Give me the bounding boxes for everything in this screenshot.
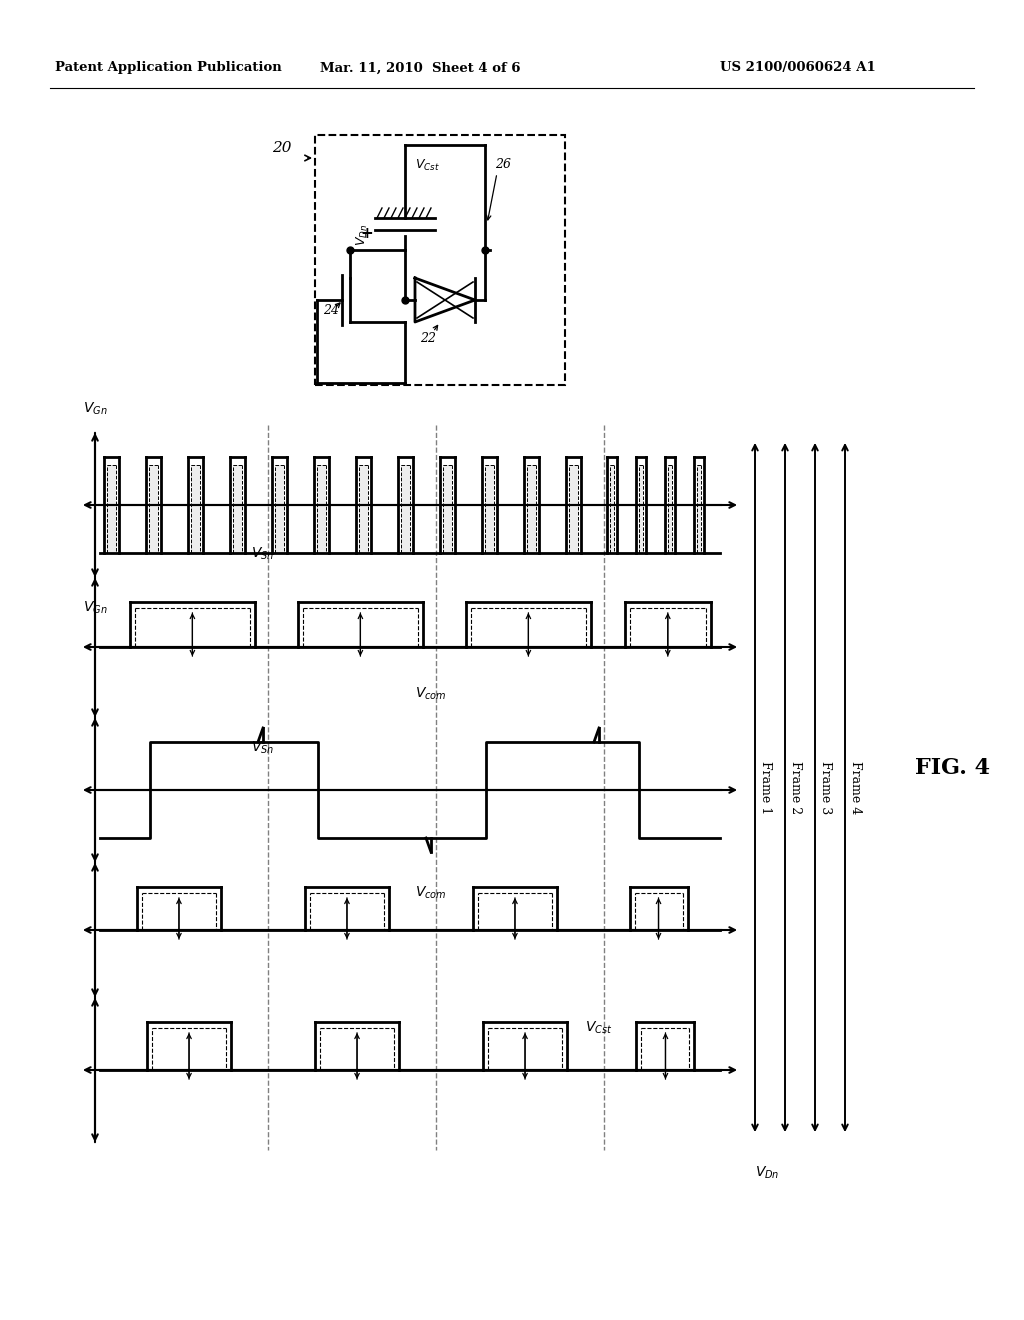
Text: Mar. 11, 2010  Sheet 4 of 6: Mar. 11, 2010 Sheet 4 of 6 <box>319 62 520 74</box>
Text: $V_{Gn}$: $V_{Gn}$ <box>83 400 108 417</box>
Text: $V_{Sn}$: $V_{Sn}$ <box>252 545 274 562</box>
Bar <box>233 465 243 553</box>
Text: $V_{Sn}$: $V_{Sn}$ <box>252 741 274 756</box>
Text: US 2100/0060624 A1: US 2100/0060624 A1 <box>720 62 876 74</box>
Text: $V_{Cst}$: $V_{Cst}$ <box>586 1020 612 1036</box>
Bar <box>191 465 201 553</box>
Text: $V_{com}$: $V_{com}$ <box>415 685 446 702</box>
Bar <box>485 465 495 553</box>
Text: 26: 26 <box>495 158 511 172</box>
Text: 22: 22 <box>420 331 436 345</box>
Bar <box>317 465 327 553</box>
Text: $V_{Cst}$: $V_{Cst}$ <box>415 157 440 173</box>
Bar <box>275 465 285 553</box>
Bar <box>359 465 369 553</box>
Bar <box>697 465 701 553</box>
Text: FIG. 4: FIG. 4 <box>915 756 990 779</box>
Text: Patent Application Publication: Patent Application Publication <box>55 62 282 74</box>
Text: Frame 3: Frame 3 <box>819 760 831 814</box>
Bar <box>668 465 673 553</box>
Text: $V_{Gn}$: $V_{Gn}$ <box>83 601 108 616</box>
Bar <box>150 465 159 553</box>
Text: $V_{com}$: $V_{com}$ <box>415 884 446 902</box>
Bar <box>108 465 117 553</box>
Bar <box>610 465 614 553</box>
Bar <box>527 465 537 553</box>
Bar <box>569 465 579 553</box>
Text: $V_{Dn}$: $V_{Dn}$ <box>755 1166 779 1181</box>
Text: 24: 24 <box>323 304 339 317</box>
Bar <box>639 465 643 553</box>
Text: Frame 1: Frame 1 <box>759 760 772 814</box>
Text: Frame 4: Frame 4 <box>849 760 862 814</box>
Text: Frame 2: Frame 2 <box>790 760 802 814</box>
Text: 20: 20 <box>272 141 292 154</box>
Bar <box>443 465 453 553</box>
Text: +: + <box>360 226 374 240</box>
Text: $V_{Dn}$: $V_{Dn}$ <box>355 224 370 246</box>
Bar <box>401 465 411 553</box>
